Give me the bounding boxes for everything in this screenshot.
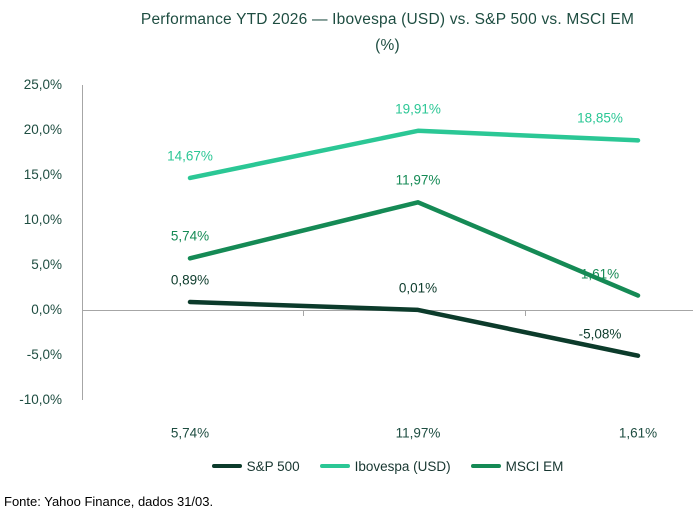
- legend-swatch-icon: [470, 464, 501, 468]
- legend-item-s-p-500: S&P 500: [211, 458, 300, 474]
- y-axis-tick-label: 0,0%: [31, 302, 62, 317]
- series-line-s-p-500: [187, 299, 641, 358]
- chart-title-line2: (%): [375, 37, 400, 54]
- data-label: 18,85%: [577, 110, 623, 126]
- x-axis-label: 1,61%: [618, 425, 658, 441]
- legend-label: MSCI EM: [505, 458, 564, 474]
- x-axis-label: 5,74%: [170, 425, 210, 441]
- data-label: 1,61%: [580, 266, 620, 281]
- y-axis-tick-label: 20,0%: [23, 122, 62, 137]
- data-label: 19,91%: [395, 101, 441, 117]
- legend: S&P 500 Ibovespa (USD) MSCI EM: [82, 457, 693, 475]
- legend-swatch-icon: [319, 464, 350, 468]
- source-note: Fonte: Yahoo Finance, dados 31/03.: [4, 494, 214, 509]
- legend-item-ibovespa-usd-: Ibovespa (USD): [319, 458, 451, 474]
- y-axis-line: [82, 85, 83, 400]
- data-label: 0,01%: [398, 280, 438, 296]
- y-axis-tick-label: 25,0%: [23, 77, 62, 92]
- data-label: 11,97%: [395, 172, 441, 188]
- legend-swatch-icon: [211, 464, 242, 468]
- data-label: 14,67%: [167, 148, 213, 164]
- y-axis-tick-label: 15,0%: [23, 167, 62, 182]
- series-line-msci-em: [187, 200, 641, 298]
- chart-title: Performance YTD 2026 — Ibovespa (USD) vs…: [82, 7, 693, 59]
- series-line-ibovespa-usd-: [187, 128, 641, 181]
- chart-title-line1: Performance YTD 2026 — Ibovespa (USD) vs…: [140, 11, 635, 28]
- data-label: -5,08%: [578, 326, 622, 342]
- y-axis-tick-label: 5,0%: [31, 257, 62, 272]
- y-axis-tick-label: -10,0%: [19, 392, 62, 407]
- x-axis-label: 11,97%: [395, 425, 441, 441]
- data-label: 5,74%: [170, 228, 210, 244]
- legend-item-msci-em: MSCI EM: [470, 458, 564, 474]
- legend-label: S&P 500: [246, 458, 300, 474]
- x-axis-tick: [525, 311, 526, 316]
- y-axis-tick-label: -5,0%: [26, 347, 62, 362]
- x-axis-tick: [303, 311, 304, 316]
- legend-label: Ibovespa (USD): [354, 458, 451, 474]
- y-axis-tick-label: 10,0%: [23, 212, 62, 227]
- data-label: 0,89%: [170, 272, 210, 288]
